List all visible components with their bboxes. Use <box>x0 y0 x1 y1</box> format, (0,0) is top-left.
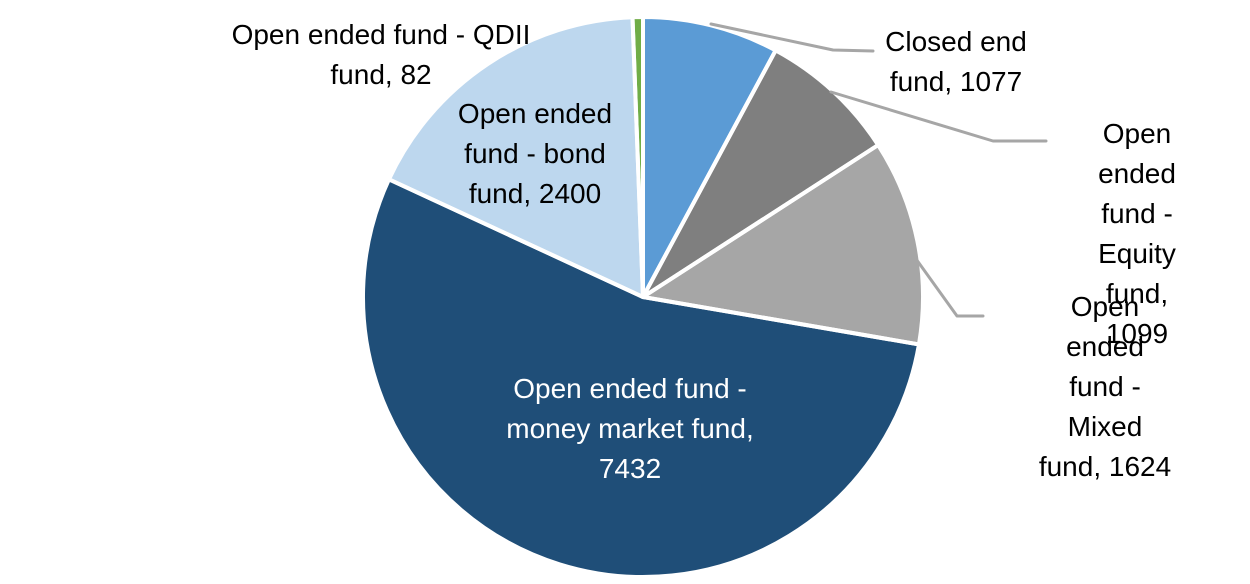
pie-label-open-ended-mixed-fund: Open ended fund - Mixed fund, 1624 <box>1038 291 1172 482</box>
leader-line-closed-end-fund <box>709 22 875 53</box>
pie-slice-open-ended-bond-fund <box>388 17 643 297</box>
pie-label-closed-end-fund: Closed end fund, 1077 <box>885 26 1027 97</box>
pie-slice-gap-open-ended-mixed-fund <box>641 143 925 347</box>
pie-slice-gap-open-ended-bond-fund <box>386 15 645 299</box>
pie-label-open-ended-qdii-fund: Open ended fund - QDII fund, 82 <box>231 19 531 90</box>
leader-line-open-ended-mixed-fund <box>904 243 985 318</box>
pie-label-open-ended-bond-fund: Open ended fund - bond fund, 2400 <box>457 98 613 209</box>
pie-slice-gap-open-ended-money-market-fund <box>361 177 921 579</box>
pie-label-open-ended-equity-fund: Open ended fund - Equity fund, 1099 <box>1098 118 1176 349</box>
pie-slice-gap-open-ended-qdii-fund <box>630 15 645 299</box>
pie-slice-closed-end-fund <box>643 17 776 297</box>
pie-slice-open-ended-equity-fund <box>643 50 879 298</box>
pie-label-open-ended-money-market-fund: Open ended fund - money market fund, 743… <box>506 373 754 484</box>
pie-slice-open-ended-mixed-fund <box>643 145 923 345</box>
pie-slice-open-ended-money-market-fund <box>362 179 919 578</box>
leader-line-open-ended-equity-fund <box>829 90 1048 143</box>
